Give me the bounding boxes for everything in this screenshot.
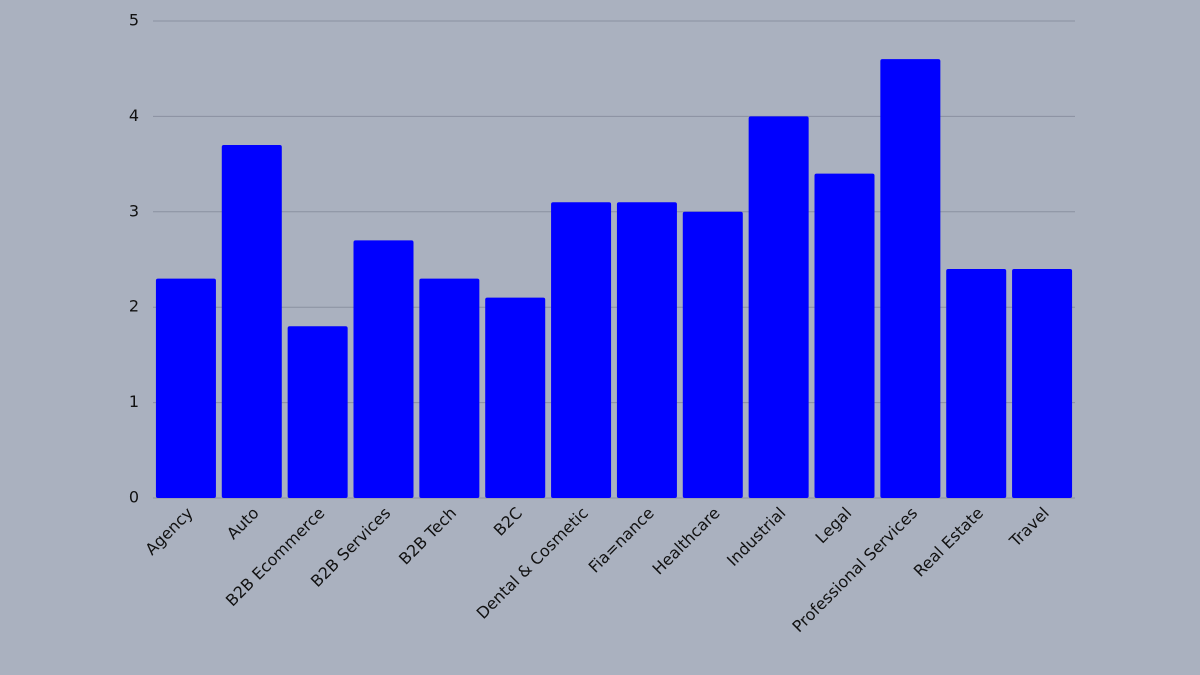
bar <box>1012 269 1073 498</box>
bar <box>682 211 743 499</box>
x-tick-label: Healthcare <box>649 503 724 578</box>
y-tick-label: 2 <box>129 297 139 316</box>
bar <box>287 326 348 498</box>
bar <box>880 59 941 498</box>
x-tick-label: Dental & Cosmetic <box>473 503 592 622</box>
bar <box>551 202 612 498</box>
bar <box>485 297 546 498</box>
y-tick-label: 5 <box>129 11 139 30</box>
y-tick-label: 0 <box>129 488 139 507</box>
x-tick-label: B2C <box>490 503 526 539</box>
x-tick-label: Industrial <box>723 503 790 570</box>
bar <box>946 269 1007 498</box>
y-tick-label: 4 <box>129 106 139 125</box>
bar <box>221 145 282 498</box>
bar <box>155 278 216 498</box>
x-tick-label: Legal <box>812 503 856 547</box>
bar <box>616 202 677 498</box>
bar <box>419 278 480 498</box>
y-tick-label: 1 <box>129 392 139 411</box>
x-tick-label: Real Estate <box>910 503 987 580</box>
bar <box>353 240 414 499</box>
x-tick-label: B2B Tech <box>395 503 460 568</box>
y-tick-label: 3 <box>129 201 139 220</box>
x-tick-label: Agency <box>141 503 196 558</box>
bar <box>814 173 875 498</box>
x-tick-label: Fia=nance <box>585 503 658 576</box>
x-tick-label: Travel <box>1005 503 1053 551</box>
x-tick-label: Auto <box>223 503 263 543</box>
x-tick-label: Professional Services <box>788 503 921 636</box>
bar <box>748 116 809 499</box>
